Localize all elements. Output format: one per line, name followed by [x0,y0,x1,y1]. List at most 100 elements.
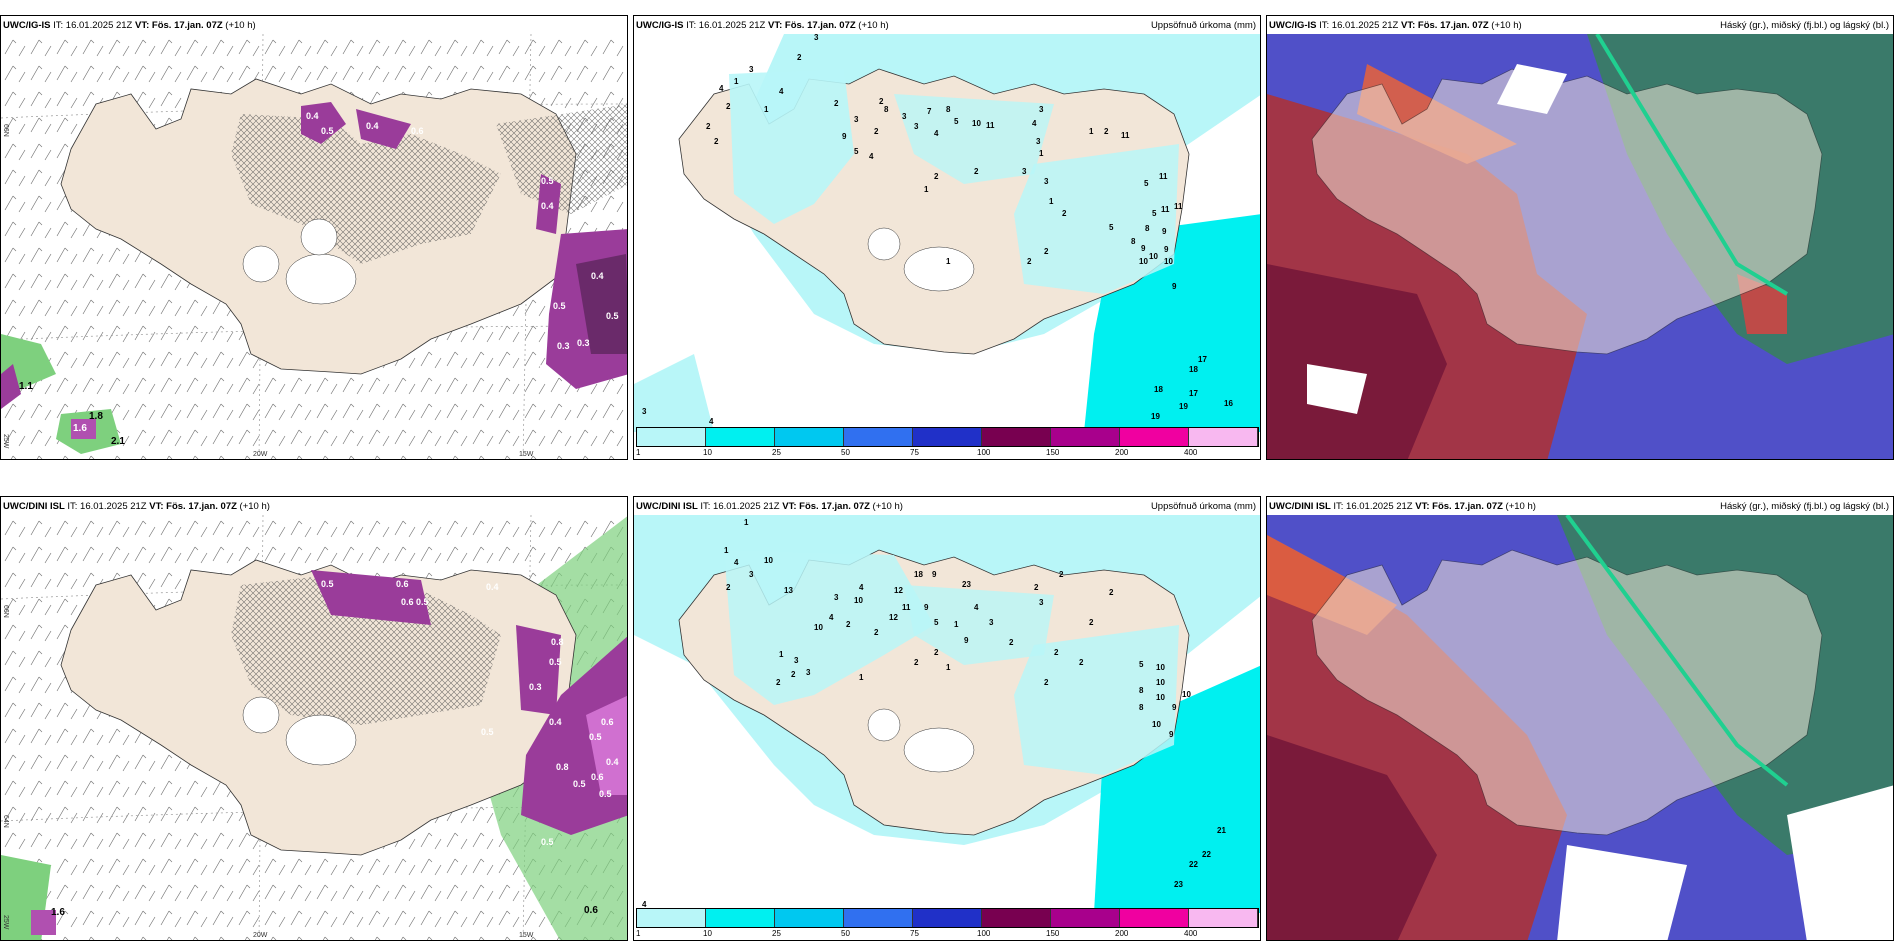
svg-text:3: 3 [1039,598,1044,607]
wind-snow-map: 0.4 0.5 0.4 0.6 0.5 0.4 0.4 0.5 0.5 0.3 … [1,34,627,459]
snow-label: 1.1 [19,381,33,392]
cloud-map [1267,34,1893,459]
svg-text:1: 1 [946,663,951,672]
svg-text:2: 2 [791,670,796,679]
svg-text:9: 9 [842,132,847,141]
svg-text:11: 11 [1161,205,1170,214]
colorbar-swatch [1120,428,1189,446]
svg-text:10: 10 [1164,257,1173,266]
snow-label: 0.4 [306,111,319,121]
panel-title: UWC/IG-IS IT: 16.01.2025 21Z VT: Fös. 17… [636,20,889,31]
svg-text:10: 10 [814,623,823,632]
svg-text:3: 3 [749,570,754,579]
snow-label: 0.6 [601,717,614,727]
svg-text:2: 2 [874,628,879,637]
svg-text:2: 2 [1062,209,1067,218]
svg-text:19: 19 [1151,412,1160,421]
colorbar-swatch [1051,909,1120,927]
snow-label: 0.5 [481,727,494,737]
snow-label: 0.5 [549,657,562,667]
svg-text:3: 3 [914,122,919,131]
svg-text:9: 9 [1172,282,1177,291]
snow-label: 0.5 [553,301,566,311]
svg-text:2: 2 [1109,588,1114,597]
svg-text:5: 5 [934,618,939,627]
snow-label: 0.4 [486,582,499,592]
svg-text:21: 21 [1217,826,1226,835]
svg-text:7: 7 [927,107,932,116]
svg-text:18: 18 [1154,385,1163,394]
snow-label: 0.6 [411,126,424,136]
svg-text:13: 13 [784,586,793,595]
svg-text:2: 2 [1089,618,1094,627]
svg-text:2: 2 [714,137,719,146]
svg-text:17: 17 [1198,355,1207,364]
panel-precip-bottom: UWC/DINI ISL IT: 16.01.2025 21Z VT: Fös.… [633,496,1261,941]
cloud-map [1267,515,1893,940]
svg-text:3: 3 [794,656,799,665]
svg-text:1: 1 [1049,197,1054,206]
snow-label: 0.6 [396,579,409,589]
svg-text:1: 1 [724,546,729,555]
colorbar-swatch [1120,909,1189,927]
svg-text:8: 8 [884,105,889,114]
panel-title: UWC/IG-IS IT: 16.01.2025 21Z VT: Fös. 17… [3,20,256,31]
svg-text:4: 4 [709,417,714,426]
snow-label: 0.5 [541,837,554,847]
svg-text:2: 2 [1104,127,1109,136]
svg-text:23: 23 [1174,880,1183,889]
precip-map: 1 1 4 10 3 2 13 3 4 10 12 18 9 23 4 2 2 … [634,515,1260,913]
iceland-land [1311,68,1823,355]
svg-text:5: 5 [1139,660,1144,669]
svg-text:2: 2 [797,53,802,62]
colorbar [636,427,1259,447]
svg-text:4: 4 [642,900,647,909]
wind-snow-map: 0.5 0.6 0.4 0.5 0.6 0.8 0.5 0.3 0.6 0.4 … [1,515,627,940]
lon-label: 15W [519,932,534,939]
svg-text:10: 10 [1149,252,1158,261]
svg-text:2: 2 [726,583,731,592]
colorbar-swatch [1189,909,1258,927]
svg-text:4: 4 [1032,119,1037,128]
svg-text:5: 5 [1152,209,1157,218]
svg-text:10: 10 [854,596,863,605]
svg-text:2: 2 [1054,648,1059,657]
svg-text:9: 9 [964,636,969,645]
colorbar-swatch [913,428,982,446]
svg-text:3: 3 [806,668,811,677]
svg-text:4: 4 [869,152,874,161]
snow-label: 0.5 [573,779,586,789]
snow-label: 0.3 [577,338,590,348]
svg-text:2: 2 [1059,570,1064,579]
svg-text:11: 11 [1174,202,1183,211]
svg-text:2: 2 [1009,638,1014,647]
svg-text:3: 3 [834,593,839,602]
svg-text:1: 1 [779,650,784,659]
snow-label: 0.4 [549,717,562,727]
panel-cloud-bottom: UWC/DINI ISL IT: 16.01.2025 21Z VT: Fös.… [1266,496,1894,941]
svg-text:10: 10 [1156,693,1165,702]
svg-text:10: 10 [1156,663,1165,672]
svg-text:3: 3 [989,618,994,627]
svg-text:10: 10 [1182,690,1191,699]
svg-text:10: 10 [764,556,773,565]
panel-title: UWC/DINI ISL IT: 16.01.2025 21Z VT: Fös.… [636,501,903,512]
colorbar [636,908,1259,928]
lat-label: 64N [2,815,9,828]
svg-text:1: 1 [734,77,739,86]
svg-text:3: 3 [902,112,907,121]
snow-label: 0.8 [556,762,569,772]
svg-text:2: 2 [1044,247,1049,256]
colorbar-swatch [982,909,1051,927]
svg-text:12: 12 [894,586,903,595]
snow-label: 0.4 [366,121,379,131]
svg-text:8: 8 [1139,703,1144,712]
lon-label: 20W [253,932,268,939]
svg-text:2: 2 [834,99,839,108]
svg-text:9: 9 [1141,244,1146,253]
svg-text:3: 3 [814,34,819,42]
snow-label: 0.5 [321,579,334,589]
snow-label: 1.8 [89,411,103,422]
snow-label: 2.1 [111,436,125,447]
panel-title: UWC/DINI ISL IT: 16.01.2025 21Z VT: Fös.… [3,501,270,512]
